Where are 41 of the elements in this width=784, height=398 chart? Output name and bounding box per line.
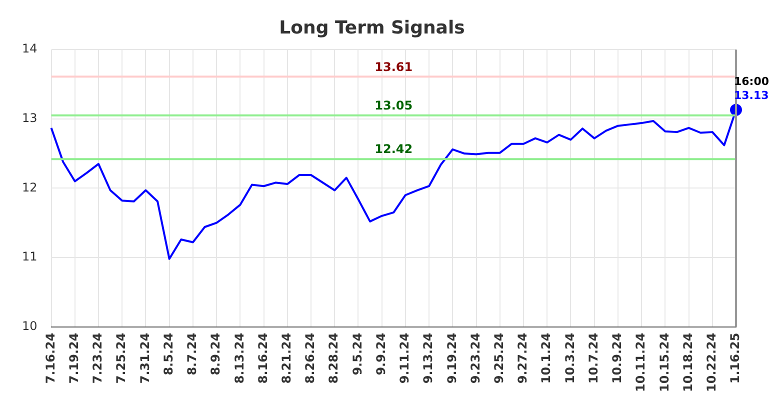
x-tick-label: 8.7.24 xyxy=(185,332,200,376)
annotation: 16:00 xyxy=(734,75,770,88)
data-label: 13.13 xyxy=(734,89,769,102)
x-tick-label: 10.7.24 xyxy=(586,332,600,384)
y-tick-label: 14 xyxy=(22,42,38,56)
x-tick-label: 8.28.24 xyxy=(326,332,341,384)
x-tick-label: 10.22.24 xyxy=(704,332,719,392)
x-tick-label: 8.21.24 xyxy=(280,332,294,384)
ref-line-label: 13.61 xyxy=(374,60,413,74)
chart-title: Long Term Signals xyxy=(279,17,465,38)
x-tick-label: 7.23.24 xyxy=(90,332,105,384)
ref-line-label: 12.42 xyxy=(374,142,413,156)
x-tick-label: 7.16.24 xyxy=(43,332,58,384)
x-tick-label: 9.19.24 xyxy=(444,332,459,384)
y-tick-label: 13 xyxy=(22,111,38,126)
x-tick-label: 10.11.24 xyxy=(634,332,648,392)
x-tick-label: 7.19.24 xyxy=(67,332,82,384)
x-tick-label: 8.9.24 xyxy=(208,332,223,376)
x-tick-label: 7.25.24 xyxy=(114,332,128,384)
x-tick-label: 10.3.24 xyxy=(562,332,577,384)
x-tick-label: 9.23.24 xyxy=(468,332,482,384)
x-tick-label: 9.9.24 xyxy=(374,332,388,376)
x-tick-label: 10.1.24 xyxy=(539,332,554,384)
ref-line-label: 13.05 xyxy=(374,98,413,113)
x-tick-label: 10.9.24 xyxy=(610,332,624,384)
y-tick-label: 10 xyxy=(22,318,38,333)
y-tick-label: 12 xyxy=(22,180,38,194)
x-tick-label: 9.13.24 xyxy=(421,332,436,384)
x-tick-label: 1.16.25 xyxy=(728,332,742,384)
y-tick-label: 11 xyxy=(22,250,38,264)
x-tick-label: 10.18.24 xyxy=(680,332,695,392)
x-tick-label: 7.31.24 xyxy=(138,332,152,384)
x-tick-label: 9.5.24 xyxy=(350,332,364,376)
x-tick-label: 9.25.24 xyxy=(492,332,506,384)
x-tick-label: 8.26.24 xyxy=(303,332,318,384)
x-tick-label: 10.15.24 xyxy=(657,332,672,392)
x-tick-label: 8.5.24 xyxy=(161,332,176,376)
x-tick-label: 8.16.24 xyxy=(256,332,270,384)
x-tick-label: 9.11.24 xyxy=(398,332,412,384)
x-tick-label: 9.27.24 xyxy=(516,332,530,384)
x-tick-label: 8.13.24 xyxy=(232,332,246,384)
